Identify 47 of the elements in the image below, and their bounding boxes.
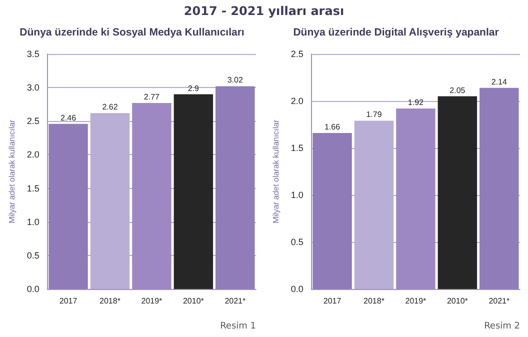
bar xyxy=(216,86,255,289)
y-tick-label: 1.0 xyxy=(290,190,304,200)
x-tick-label: 2021* xyxy=(224,296,246,306)
y-tick-label: 0.5 xyxy=(290,237,304,247)
y-tick-label: 2.5 xyxy=(26,116,40,126)
x-tick-label: 2019* xyxy=(405,296,426,306)
y-tick-label: 2.0 xyxy=(26,150,40,160)
data-label: 2.62 xyxy=(102,102,118,112)
data-label: 2.14 xyxy=(491,77,508,86)
y-axis-title: Milyar adet olarak kullanıcılar xyxy=(272,119,280,224)
text: Resim 1 xyxy=(220,322,256,332)
x-tick-label: 2010* xyxy=(446,296,468,306)
y-tick-label: 2.0 xyxy=(290,96,304,106)
data-label: 2.77 xyxy=(144,92,160,102)
y-tick-label: 3.5 xyxy=(26,49,40,59)
data-label: 1.92 xyxy=(408,98,424,108)
y-tick-label: 0.5 xyxy=(26,250,40,260)
x-tick-label: 2017 xyxy=(59,296,78,306)
bar xyxy=(312,132,352,289)
y-tick-label: 0.0 xyxy=(290,284,304,294)
x-tick-label: 2018* xyxy=(364,296,384,306)
x-tick-label: 2010* xyxy=(182,296,204,306)
bar xyxy=(438,96,478,289)
data-label: 2.05 xyxy=(450,86,466,95)
y-tick-label: 0.0 xyxy=(26,284,40,294)
chart-subtitle: Dünya üzerinde Digital Alışveriş yapanlar xyxy=(293,26,499,38)
x-tick-label: 2018* xyxy=(100,296,120,306)
x-tick-label: 2019* xyxy=(141,296,162,306)
y-tick-label: 3.0 xyxy=(26,82,40,93)
bar xyxy=(480,88,519,289)
x-tick-label: 2021* xyxy=(488,296,510,306)
data-label: 1.79 xyxy=(366,110,382,120)
data-label: 2.46 xyxy=(60,113,77,122)
data-label: 3.02 xyxy=(227,76,244,85)
y-tick-label: 1.0 xyxy=(26,216,40,227)
chart-title: 2017 - 2021 yılları arası xyxy=(182,3,346,20)
bar xyxy=(174,94,214,289)
y-axis-title: Milyar adet olarak kullanıcılar xyxy=(8,119,16,224)
data-label: 2.9 xyxy=(188,84,200,93)
y-tick-label: 1.5 xyxy=(290,143,304,153)
x-tick-label: 2017 xyxy=(323,296,342,306)
chart-subtitle: Dünya üzerinde ki Sosyal Medya Kullanıcıları xyxy=(20,26,244,38)
data-label: 1.66 xyxy=(324,122,341,132)
y-tick-label: 2.5 xyxy=(290,49,304,59)
y-tick-label: 1.5 xyxy=(26,183,40,194)
text: Resim 2 xyxy=(484,322,520,332)
bar xyxy=(48,124,88,289)
